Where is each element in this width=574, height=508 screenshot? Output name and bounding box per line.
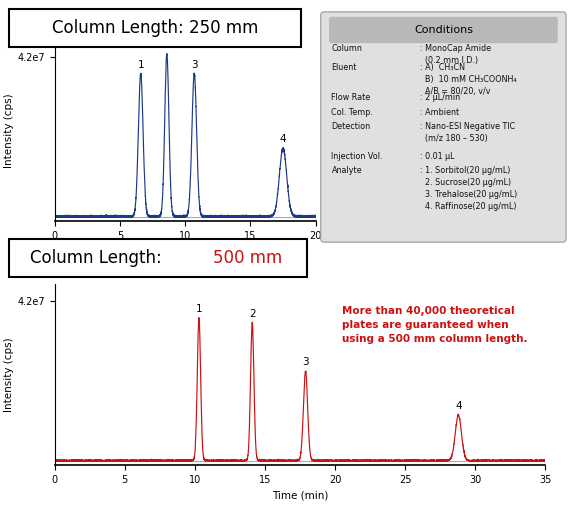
Text: 2: 2 bbox=[164, 40, 170, 50]
Y-axis label: Intensity (cps): Intensity (cps) bbox=[5, 337, 14, 412]
Text: : MonoCap Amide
  (0.2 mm I.D.): : MonoCap Amide (0.2 mm I.D.) bbox=[420, 44, 491, 65]
Text: Detection: Detection bbox=[331, 122, 371, 131]
Text: 500 mm: 500 mm bbox=[212, 249, 282, 267]
Text: 3: 3 bbox=[191, 60, 197, 70]
Text: Flow Rate: Flow Rate bbox=[331, 93, 371, 103]
Text: Analyte: Analyte bbox=[331, 166, 362, 175]
X-axis label: Time (min): Time (min) bbox=[157, 246, 214, 256]
Text: : Nano-ESI Negative TIC
  (m/z 180 – 530): : Nano-ESI Negative TIC (m/z 180 – 530) bbox=[420, 122, 515, 143]
FancyBboxPatch shape bbox=[329, 17, 558, 43]
Text: Column: Column bbox=[331, 44, 362, 53]
Text: 4: 4 bbox=[455, 401, 461, 411]
Text: 1: 1 bbox=[196, 304, 202, 313]
Text: 3: 3 bbox=[302, 357, 309, 367]
Text: Column Length:: Column Length: bbox=[30, 249, 167, 267]
Text: : 0.01 μL: : 0.01 μL bbox=[420, 151, 454, 161]
Text: Column Length: 250 mm: Column Length: 250 mm bbox=[52, 19, 258, 37]
Text: More than 40,000 theoretical
plates are guaranteed when
using a 500 mm column le: More than 40,000 theoretical plates are … bbox=[342, 306, 528, 343]
FancyBboxPatch shape bbox=[9, 9, 301, 47]
Text: : 1. Sorbitol(20 μg/mL)
  2. Sucrose(20 μg/mL)
  3. Trehalose(20 μg/mL)
  4. Raf: : 1. Sorbitol(20 μg/mL) 2. Sucrose(20 μg… bbox=[420, 166, 517, 210]
Text: Injection Vol.: Injection Vol. bbox=[331, 151, 383, 161]
Text: Col. Temp.: Col. Temp. bbox=[331, 108, 373, 117]
FancyBboxPatch shape bbox=[321, 12, 566, 242]
Y-axis label: Intensity (cps): Intensity (cps) bbox=[5, 93, 14, 168]
Text: 4: 4 bbox=[280, 135, 286, 144]
Text: : Ambient: : Ambient bbox=[420, 108, 459, 117]
FancyBboxPatch shape bbox=[9, 239, 307, 277]
Text: Eluent: Eluent bbox=[331, 64, 357, 72]
Text: 2: 2 bbox=[249, 308, 255, 319]
X-axis label: Time (min): Time (min) bbox=[272, 490, 328, 500]
Text: : 2 μL/min: : 2 μL/min bbox=[420, 93, 460, 103]
Text: : A)  CH₃CN
  B)  10 mM CH₃COONH₄
  A/B = 80/20, v/v: : A) CH₃CN B) 10 mM CH₃COONH₄ A/B = 80/2… bbox=[420, 64, 516, 96]
Text: 1: 1 bbox=[137, 60, 144, 70]
Text: Conditions: Conditions bbox=[414, 25, 473, 35]
